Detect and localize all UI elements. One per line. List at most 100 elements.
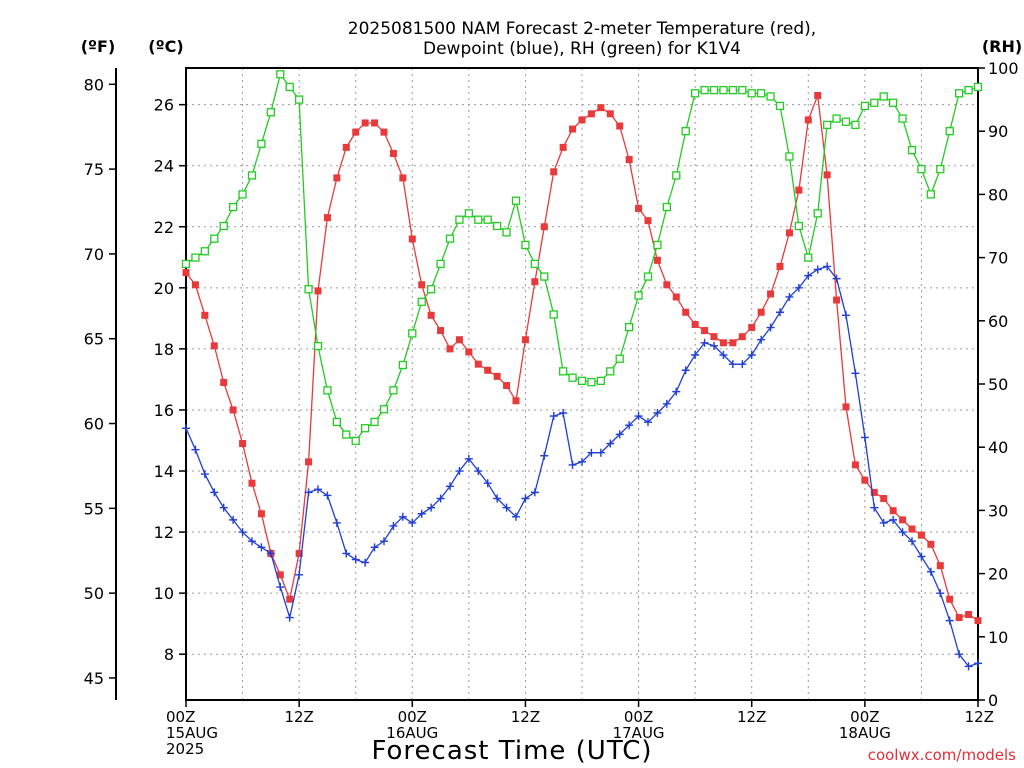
dewpoint-marker: [832, 274, 841, 283]
temperature-marker: [767, 290, 775, 298]
rh-marker: [596, 376, 606, 385]
dewpoint-marker: [926, 567, 935, 576]
temperature-marker: [776, 262, 784, 270]
x-tick-label: 00Z: [398, 708, 427, 726]
rh-marker: [643, 272, 653, 281]
fahrenheit-tick-label: 60: [84, 415, 104, 434]
rh-marker: [389, 386, 398, 395]
temperature-marker: [851, 461, 859, 469]
rh-marker: [917, 164, 926, 174]
temperature-marker: [484, 366, 492, 374]
rh-marker: [558, 367, 568, 376]
rh-marker: [662, 202, 672, 212]
dewpoint-marker: [257, 543, 266, 552]
rh-marker: [511, 196, 521, 205]
temperature-marker: [191, 281, 199, 289]
temperature-marker: [257, 510, 265, 518]
temperature-marker: [955, 614, 963, 622]
rh-marker: [936, 164, 945, 174]
temperature-marker: [917, 531, 925, 539]
temperature-marker: [899, 516, 907, 524]
dewpoint-marker: [842, 311, 850, 320]
temperature-marker: [927, 540, 935, 548]
temperature-marker: [446, 345, 454, 353]
chart-title-line-1: 2025081500 NAM Forecast 2-meter Temperat…: [348, 19, 816, 39]
temperature-marker: [493, 372, 501, 380]
fahrenheit-tick-label: 80: [84, 75, 104, 94]
temperature-marker: [644, 217, 652, 225]
fahrenheit-tick-label: 55: [84, 499, 104, 518]
temperature-marker: [880, 494, 888, 502]
temperature-marker: [465, 348, 473, 356]
dewpoint-marker: [474, 467, 483, 476]
rh-marker: [851, 120, 860, 130]
rh-marker: [445, 234, 455, 243]
temperature-marker: [719, 339, 727, 347]
temperature-marker: [408, 235, 416, 243]
temperature-marker: [182, 269, 190, 277]
celsius-tick-label: 8: [164, 645, 174, 664]
temperature-marker: [663, 281, 671, 289]
dewpoint-marker: [936, 589, 945, 598]
dewpoint-marker: [747, 350, 756, 359]
rh-marker: [492, 221, 502, 231]
temperature-marker: [352, 128, 360, 136]
celsius-tick-label: 10: [154, 584, 174, 603]
rh-marker: [738, 85, 747, 95]
dewpoint-marker: [917, 552, 926, 561]
x-tick-label: 00Z: [850, 708, 879, 726]
temperature-marker: [861, 476, 869, 484]
rh-marker: [257, 139, 266, 148]
temperature-marker: [305, 458, 313, 466]
temperature-marker: [785, 229, 793, 237]
rh-tick-label: 10: [988, 628, 1008, 647]
dewpoint-marker: [559, 409, 568, 418]
temperature-marker: [823, 171, 831, 179]
temperature-marker: [946, 595, 954, 603]
rh-marker: [455, 215, 464, 224]
dewpoint-marker: [314, 485, 322, 494]
rh-marker: [860, 101, 870, 111]
temperature-marker: [748, 324, 756, 332]
temperature-marker: [314, 287, 322, 295]
temperature-marker: [512, 397, 520, 405]
dewpoint-marker: [370, 543, 379, 552]
temperature-marker: [220, 378, 228, 386]
axes: 45 50 55 60 65 70 75 80 8 10 12 14 16 18 20 22 24 26 0 10 20…: [84, 59, 1019, 710]
dewpoint-marker: [908, 537, 916, 546]
rh-marker: [285, 82, 294, 92]
dewpoint-marker: [191, 445, 200, 454]
rh-marker: [266, 108, 276, 117]
dewpoint-marker: [361, 558, 370, 567]
rh-marker: [690, 89, 700, 98]
credit-text: coolwx.com/models: [868, 746, 1016, 764]
dewpoint-marker: [644, 418, 652, 427]
temperature-marker: [795, 186, 803, 194]
dewpoint-marker: [238, 528, 247, 537]
temperature-marker: [597, 104, 605, 112]
rh-tick-label: 50: [988, 375, 1008, 394]
rh-marker: [530, 259, 540, 269]
temperature-marker: [229, 406, 237, 414]
rh-marker: [577, 376, 587, 385]
rh-marker: [653, 240, 662, 250]
dewpoint-marker: [229, 515, 238, 524]
rh-marker: [973, 82, 983, 92]
temperature-marker: [276, 571, 284, 579]
rh-marker: [426, 285, 436, 294]
temperature-marker: [540, 223, 548, 231]
fahrenheit-tick-label: 75: [84, 160, 104, 179]
temperature-marker: [842, 403, 850, 411]
temperature-marker: [503, 382, 511, 390]
dewpoint-marker: [700, 338, 709, 347]
rh-marker: [483, 215, 492, 224]
temperature-marker: [323, 214, 331, 222]
rh-tick-label: 100: [988, 59, 1019, 78]
fahrenheit-tick-label: 70: [84, 245, 104, 264]
dewpoint-marker: [634, 412, 643, 421]
dewpoint-marker: [653, 409, 662, 418]
dewpoint-marker: [766, 323, 775, 332]
fahrenheit-tick-label: 45: [84, 669, 104, 688]
dewpoint-marker: [493, 494, 502, 503]
